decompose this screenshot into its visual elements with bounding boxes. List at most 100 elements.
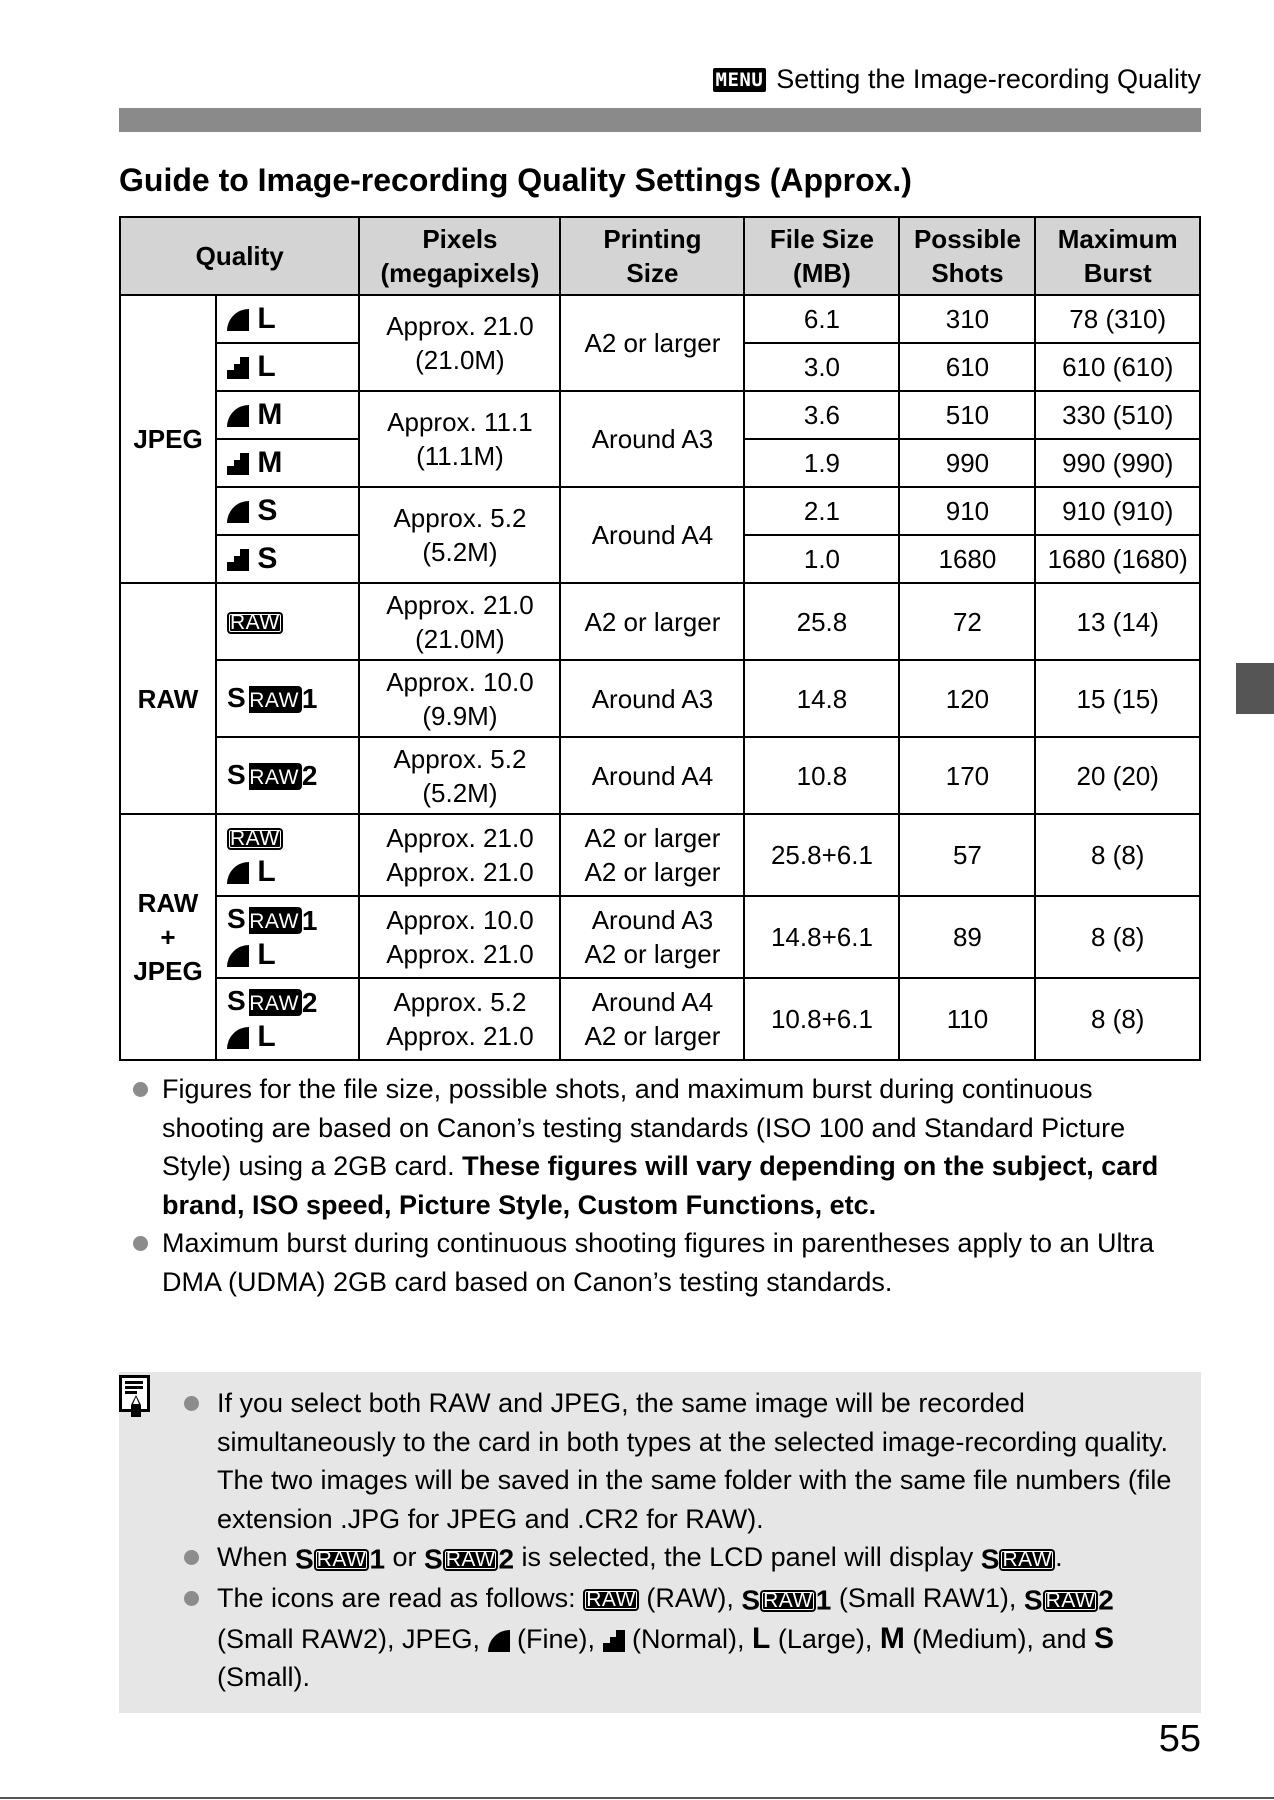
header-line: Pixels	[422, 224, 498, 254]
footnote-text: Figures for the file size, possible shot…	[162, 1074, 1126, 1181]
quality-icon-line: M	[227, 398, 358, 432]
footnote-bold-text: These figures will vary depending on the…	[162, 1151, 1159, 1220]
printing-size-value: Around A4	[591, 520, 714, 550]
header-line: File Size	[769, 224, 874, 254]
quality-setting: L	[214, 294, 361, 344]
note-text: (RAW),	[638, 1582, 742, 1613]
file-size-cell: 3.0	[743, 342, 901, 392]
header-line: Printing	[603, 224, 702, 254]
small-raw-label: SRAW	[227, 907, 302, 935]
quality-icon-line: S	[227, 542, 358, 576]
col-quality: Quality	[118, 216, 361, 296]
small-raw-number: 2	[1098, 1584, 1114, 1616]
maximum-burst-cell: 13 (14)	[1034, 582, 1201, 661]
raw-icon: RAW	[1042, 1589, 1099, 1612]
small-raw-number: 2	[498, 1543, 515, 1575]
pixels-value: (5.2M)	[422, 537, 498, 567]
quality-icon-line: SRAW 1	[227, 681, 358, 717]
note-text: (Small RAW1),	[831, 1582, 1024, 1613]
table-row: RAW + JPEG RAW L Approx. 21.0 Approx. 21.0 A2 …	[119, 813, 1201, 1061]
small-raw-number: 1	[369, 1543, 386, 1575]
note-text: (Fine),	[509, 1623, 603, 1654]
printing-size-value: A2 or larger	[584, 939, 721, 969]
file-size-cell: 14.8	[743, 659, 901, 738]
maximum-burst-cell: 330 (510)	[1034, 390, 1201, 440]
possible-shots-cell: 170	[898, 736, 1037, 815]
fine-quality-icon	[227, 944, 249, 967]
possible-shots-cell: 910	[898, 486, 1037, 536]
pixels-value: Approx. 5.2	[393, 503, 527, 533]
size-letter: M	[257, 398, 283, 431]
quality-icon-line: L	[227, 938, 358, 972]
small-raw-number: 2	[301, 986, 318, 1018]
possible-shots-cell: 310	[898, 294, 1037, 344]
printing-size-value: Around A4	[591, 760, 714, 791]
small-raw-number: 2	[301, 760, 318, 792]
note-item: The icons are read as follows: RAW (RAW)…	[184, 1579, 1194, 1697]
printing-size-cell: Around A4 A2 or larger	[559, 977, 746, 1061]
printing-size-value: Around A3	[591, 424, 714, 454]
size-letter-icon: M	[879, 1621, 905, 1655]
group-label: RAW + JPEG	[119, 813, 217, 1061]
printing-size-value: Around A3	[591, 905, 714, 935]
quality-table: Quality Pixels (megapixels) Printing Size …	[118, 216, 1201, 1061]
normal-quality-icon	[227, 357, 249, 380]
size-letter-icon: S	[1094, 1621, 1115, 1655]
printing-size-cell: Around A4	[559, 486, 746, 584]
pixels-value: (5.2M)	[422, 777, 498, 808]
quality-icon-line: RAW	[227, 605, 358, 639]
fine-quality-icon	[227, 862, 249, 885]
table-row: M Approx. 11.1 (11.1M) Around A3 3.6 510 330 (…	[120, 390, 1201, 488]
printing-size-value: Around A3	[591, 683, 714, 714]
note-text: (Medium), and	[904, 1623, 1094, 1654]
col-file-size: File Size (MB)	[743, 216, 901, 296]
pixels-value: Approx. 5.2	[393, 987, 527, 1017]
small-raw-number: 1	[301, 683, 318, 715]
pixels-value: Approx. 5.2	[393, 743, 527, 774]
quality-icon-line: SRAW 2	[227, 758, 358, 794]
note-list: If you select both RAW and JPEG, the sam…	[184, 1384, 1194, 1697]
fine-quality-icon	[487, 1629, 510, 1652]
header-line: (MB)	[793, 258, 851, 288]
quality-setting: M	[214, 438, 361, 488]
footnotes: Figures for the file size, possible shot…	[133, 1070, 1201, 1301]
small-raw-number: 1	[815, 1584, 832, 1616]
chapter-tab	[1236, 663, 1274, 714]
group-label-line: RAW	[137, 888, 199, 918]
note-text: When	[217, 1542, 296, 1572]
page-bottom-rule	[0, 1797, 1274, 1799]
printing-size-cell: A2 or larger	[559, 294, 746, 392]
quality-setting: SRAW 2 L	[214, 977, 361, 1061]
menu-icon: MENU	[712, 67, 767, 92]
printing-size-value: A2 or larger	[584, 606, 721, 637]
quality-icon-line: L	[227, 1020, 358, 1054]
printing-size-cell: A2 or larger	[559, 582, 746, 661]
quality-icon-line: M	[227, 446, 358, 480]
footnote-text: Maximum burst during continuous shooting…	[162, 1228, 1155, 1297]
page-number: 55	[1158, 1718, 1201, 1760]
pixels-cell: Approx. 11.1 (11.1M)	[358, 390, 562, 488]
printing-size-cell: Around A4	[559, 736, 746, 815]
fine-quality-icon	[227, 501, 249, 524]
small-raw-icon: S RAW	[981, 1539, 1056, 1579]
possible-shots-cell: 89	[898, 895, 1037, 979]
printing-size-cell: Around A3 A2 or larger	[559, 895, 746, 979]
note-text: is selected, the LCD panel will display	[514, 1542, 981, 1572]
printing-size-value: A2 or larger	[584, 823, 721, 853]
quality-setting: L	[214, 342, 361, 392]
pixels-value: (9.9M)	[422, 700, 498, 731]
running-header: MENU Setting the Image-recording Quality	[712, 64, 1201, 95]
pixels-value: (21.0M)	[415, 623, 505, 654]
maximum-burst-cell: 78 (310)	[1034, 294, 1201, 344]
possible-shots-cell: 57	[898, 813, 1037, 897]
quality-icon-line: L	[227, 350, 358, 384]
maximum-burst-cell: 15 (15)	[1034, 659, 1201, 738]
quality-setting: S	[214, 534, 361, 584]
possible-shots-cell: 72	[898, 582, 1037, 661]
header-line: Possible	[913, 224, 1021, 254]
pixels-value: Approx. 11.1	[387, 407, 533, 437]
maximum-burst-cell: 20 (20)	[1034, 736, 1201, 815]
